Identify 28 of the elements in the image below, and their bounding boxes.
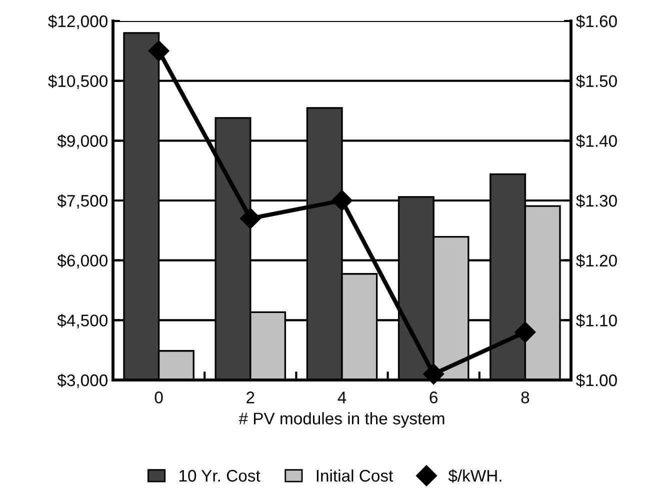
x-tick-label: 4 <box>338 392 346 404</box>
y2-tick-label: $1.10 <box>576 314 617 328</box>
point <box>423 364 444 385</box>
y2-tick-label: $1.30 <box>576 194 617 208</box>
y-tick-label: $12,000 <box>48 14 108 30</box>
y2-tick-label: $1.20 <box>576 254 617 268</box>
legend-label: Initial Cost <box>316 469 394 482</box>
y2-tick-label: $1.40 <box>576 134 617 148</box>
x-tick-label: 2 <box>246 392 254 404</box>
y-tick-label: $10,500 <box>48 74 108 90</box>
y-tick-label: $9,000 <box>57 134 108 149</box>
y2-tick-label: $1.50 <box>576 74 617 88</box>
point <box>331 190 353 212</box>
x-tick-label: 6 <box>430 392 438 404</box>
x-tick-label: 8 <box>521 392 530 404</box>
x-tick-label: 0 <box>154 392 163 404</box>
point <box>148 40 170 62</box>
y2-tick-label: $1.00 <box>576 374 617 388</box>
x-axis-title: # PV modules in the system <box>238 412 444 428</box>
y-tick-label: $6,000 <box>57 254 108 269</box>
point <box>240 208 261 229</box>
y2-tick-label: $1.60 <box>576 14 617 28</box>
point <box>514 322 536 343</box>
y-tick-label: $3,000 <box>57 374 108 388</box>
legend-label: $/kWH. <box>448 469 502 483</box>
y-tick-label: $4,500 <box>57 314 108 328</box>
legend-label: 10 Yr. Cost <box>179 470 260 482</box>
y-tick-label: $7,500 <box>57 194 108 209</box>
